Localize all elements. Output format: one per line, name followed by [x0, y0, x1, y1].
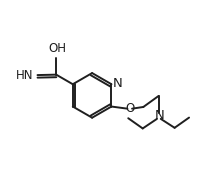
Text: HN: HN [16, 69, 34, 82]
Text: OH: OH [48, 42, 66, 55]
Text: N: N [113, 77, 123, 90]
Text: N: N [155, 109, 164, 122]
Text: O: O [126, 102, 135, 115]
